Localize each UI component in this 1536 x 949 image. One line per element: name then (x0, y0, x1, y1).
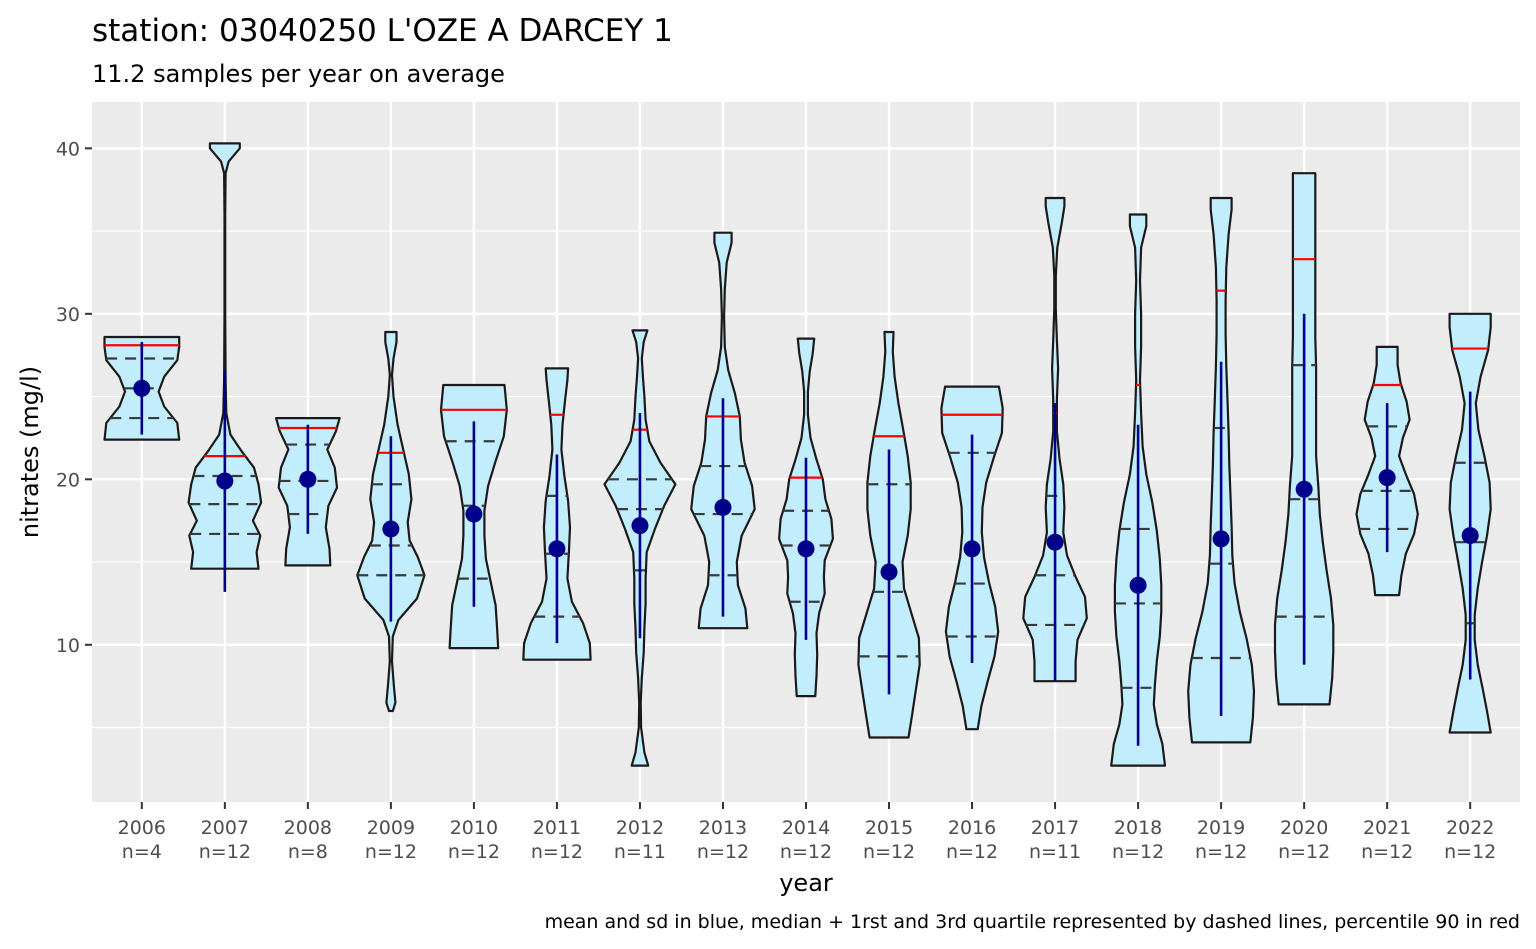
violins (103, 142, 1492, 767)
x-tick-count: n=12 (1112, 841, 1164, 863)
y-tick-label: 10 (56, 635, 80, 657)
x-tick-count: n=4 (122, 841, 162, 863)
mean-point-2016 (963, 540, 981, 558)
x-tick-count: n=12 (365, 841, 417, 863)
mean-point-2021 (1378, 469, 1396, 487)
x-tick-count: n=12 (1444, 841, 1496, 863)
mean-point-2006 (133, 379, 151, 397)
x-tick-year: 2015 (865, 817, 913, 839)
chart-subtitle: 11.2 samples per year on average (92, 60, 505, 88)
mean-point-2011 (548, 540, 566, 558)
x-tick-year: 2009 (367, 817, 415, 839)
x-tick-year: 2008 (284, 817, 332, 839)
x-tick-count: n=12 (531, 841, 583, 863)
mean-point-2019 (1212, 530, 1230, 548)
mean-point-2014 (797, 540, 815, 558)
x-tick-year: 2011 (533, 817, 581, 839)
x-tick-count: n=12 (1361, 841, 1413, 863)
x-tick-count: n=12 (199, 841, 251, 863)
mean-point-2009 (382, 520, 400, 538)
y-tick-label: 20 (56, 469, 80, 491)
x-axis-title: year (779, 869, 833, 897)
y-tick-label: 40 (56, 138, 80, 160)
x-tick-year: 2010 (450, 817, 498, 839)
x-tick-year: 2007 (201, 817, 249, 839)
x-tick-year: 2016 (948, 817, 996, 839)
y-axis-title: nitrates (mg/l) (16, 366, 44, 538)
chart-caption: mean and sd in blue, median + 1rst and 3… (545, 911, 1520, 933)
x-tick-count: n=12 (780, 841, 832, 863)
x-tick-count: n=12 (1278, 841, 1330, 863)
mean-point-2008 (299, 470, 317, 488)
x-tick-year: 2018 (1114, 817, 1162, 839)
x-tick-year: 2014 (782, 817, 830, 839)
x-tick-year: 2006 (118, 817, 166, 839)
mean-point-2022 (1461, 527, 1479, 545)
y-tick-label: 30 (56, 304, 80, 326)
mean-point-2010 (465, 505, 483, 523)
x-tick-count: n=11 (1029, 841, 1081, 863)
x-tick-year: 2020 (1280, 817, 1328, 839)
y-axis-ticks: 10 20 30 40 (56, 138, 92, 657)
x-tick-count: n=12 (448, 841, 500, 863)
x-tick-year: 2019 (1197, 817, 1245, 839)
x-tick-year: 2017 (1031, 817, 1079, 839)
x-tick-count: n=11 (614, 841, 666, 863)
mean-point-2012 (631, 517, 649, 535)
mean-point-2018 (1129, 576, 1147, 594)
x-tick-year: 2021 (1363, 817, 1411, 839)
x-tick-year: 2012 (616, 817, 664, 839)
x-axis-ticks: 2006n=42007n=122008n=82009n=122010n=1220… (118, 802, 1496, 863)
x-tick-count: n=12 (697, 841, 749, 863)
mean-point-2020 (1295, 480, 1313, 498)
x-tick-count: n=12 (863, 841, 915, 863)
x-tick-year: 2022 (1446, 817, 1494, 839)
mean-point-2017 (1046, 533, 1064, 551)
x-tick-count: n=12 (946, 841, 998, 863)
chart-title: station: 03040250 L'OZE A DARCEY 1 (92, 13, 673, 49)
mean-point-2007 (216, 472, 234, 490)
x-tick-count: n=8 (288, 841, 328, 863)
x-tick-year: 2013 (699, 817, 747, 839)
mean-point-2013 (714, 498, 732, 516)
x-tick-count: n=12 (1195, 841, 1247, 863)
violin-2007 (187, 142, 263, 570)
mean-point-2015 (880, 563, 898, 581)
